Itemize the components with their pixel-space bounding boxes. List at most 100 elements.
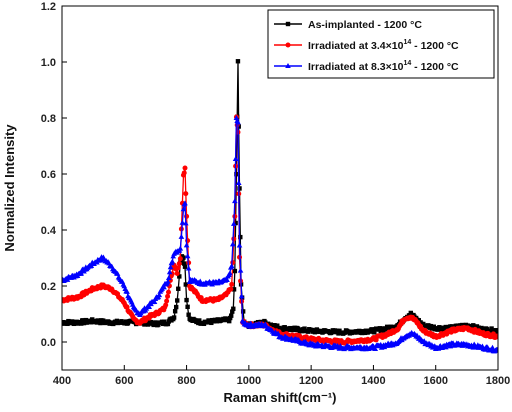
data-point	[232, 268, 238, 274]
data-point	[79, 321, 84, 326]
data-point	[167, 264, 174, 270]
data-point	[179, 219, 186, 225]
data-point	[228, 263, 235, 269]
data-point	[372, 345, 379, 351]
series-2	[62, 114, 498, 346]
data-point	[181, 255, 186, 260]
x-tick-label: 400	[53, 375, 71, 387]
data-point	[238, 234, 243, 240]
data-point	[232, 156, 239, 162]
data-point	[235, 59, 241, 64]
data-point	[175, 265, 181, 271]
data-point	[182, 261, 187, 266]
data-point	[184, 253, 191, 259]
data-point	[184, 297, 189, 303]
data-point	[489, 326, 494, 331]
data-point	[182, 200, 188, 206]
data-point	[181, 170, 187, 176]
data-point	[234, 171, 239, 177]
data-point	[275, 330, 281, 336]
legend-label-rest: - 1200	[411, 61, 447, 73]
legend-label: Irradiated at 3.4×10	[308, 40, 404, 52]
data-point	[230, 259, 236, 265]
data-point	[495, 328, 498, 333]
data-point	[372, 330, 377, 335]
legend-label: Irradiated at 8.3×10	[308, 61, 404, 73]
data-point	[176, 261, 182, 267]
data-point	[163, 302, 169, 308]
legend-entry: Irradiated at 3.4×1014 - 1200 °C	[308, 39, 459, 52]
y-tick-label: 1.0	[41, 57, 56, 69]
data-point	[166, 289, 172, 295]
data-point	[235, 119, 241, 125]
data-point	[233, 114, 240, 120]
data-point	[173, 304, 179, 310]
data-point	[177, 274, 182, 279]
data-point	[124, 288, 130, 294]
data-point	[233, 220, 238, 226]
data-point	[165, 293, 171, 299]
x-tick-label: 1200	[299, 375, 323, 387]
legend-exponent: 14	[403, 60, 411, 67]
y-axis-title: Normalized Intensity	[2, 124, 17, 252]
data-point	[495, 333, 498, 339]
data-point	[114, 270, 121, 276]
data-point	[174, 270, 180, 276]
data-point	[165, 278, 171, 284]
y-tick-label: 0.6	[41, 169, 56, 181]
data-point	[166, 269, 173, 275]
legend-label-rest: - 1200	[411, 40, 447, 52]
data-point	[227, 318, 232, 324]
data-point	[180, 206, 187, 212]
data-point	[165, 275, 172, 281]
y-tick-label: 0.2	[41, 281, 56, 293]
x-axis-title: Raman shift(cm⁻¹)	[223, 390, 336, 405]
y-tick-label: 0.8	[41, 113, 56, 125]
data-point	[175, 298, 180, 303]
data-point	[177, 245, 184, 251]
data-point	[178, 233, 185, 239]
data-point	[484, 327, 490, 332]
data-point	[182, 220, 189, 226]
data-point	[229, 241, 236, 247]
data-point	[479, 325, 484, 331]
data-point	[236, 242, 243, 248]
data-point	[161, 284, 167, 290]
data-point	[124, 304, 130, 310]
legend-unit: °C	[447, 40, 459, 52]
x-tick-label: 1800	[486, 375, 510, 387]
data-point	[182, 165, 188, 171]
data-point	[169, 258, 176, 264]
data-point	[186, 312, 191, 317]
data-point	[171, 315, 177, 320]
data-point	[183, 282, 188, 287]
x-tick-label: 1600	[423, 375, 447, 387]
data-point	[231, 220, 237, 226]
data-point	[231, 287, 237, 292]
x-axis-ticks: 400 600 800 1000 1200 1400 1600 1800	[53, 365, 510, 387]
data-point	[238, 293, 245, 299]
data-point	[197, 318, 202, 323]
data-point	[224, 276, 230, 282]
data-point	[231, 306, 236, 311]
data-point	[183, 242, 190, 248]
legend-label: As-implanted - 1200	[308, 19, 410, 31]
data-point	[156, 292, 163, 298]
data-point	[146, 303, 152, 309]
data-point	[232, 198, 238, 204]
x-tick-label: 800	[177, 375, 195, 387]
data-point	[237, 186, 242, 191]
data-point	[228, 286, 234, 292]
data-point	[237, 267, 244, 273]
legend-marker	[285, 42, 291, 48]
data-point	[172, 309, 178, 314]
series-3	[62, 114, 498, 354]
data-point	[230, 309, 235, 314]
y-tick-label: 0.4	[41, 225, 57, 237]
data-point	[302, 326, 307, 331]
data-point	[198, 295, 204, 301]
data-point	[182, 264, 188, 269]
data-point	[183, 191, 189, 197]
series-1	[62, 59, 498, 336]
